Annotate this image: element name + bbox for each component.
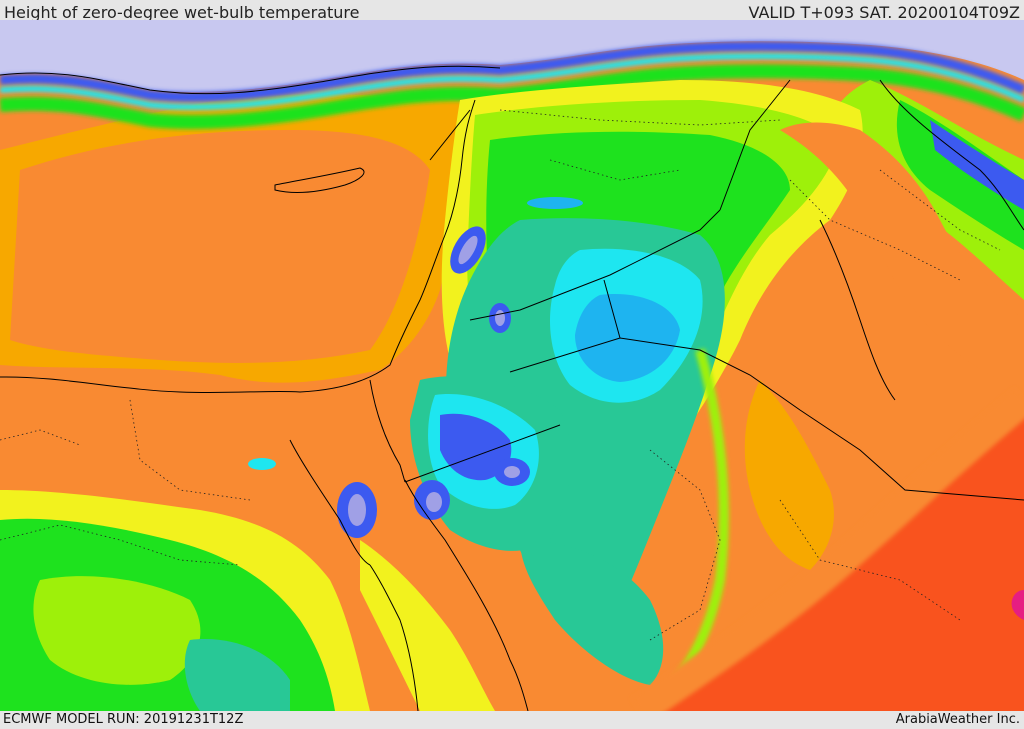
gulf-orange	[744, 380, 834, 570]
weather-map	[0, 20, 1024, 711]
negev-lavender-spot	[504, 466, 520, 478]
dotted-provincial-borders	[0, 109, 1001, 641]
valid-time: VALID T+093 SAT. 20200104T09Z	[748, 3, 1020, 22]
coastlines	[0, 65, 1024, 711]
egypt-lime-patches	[33, 576, 201, 685]
egypt-teal-patch	[184, 639, 290, 711]
north-pale-band	[0, 20, 1024, 92]
lebanon-lavender	[458, 235, 478, 265]
country-borders	[369, 79, 1024, 501]
zagros-blue	[930, 120, 1024, 210]
model-run-label: ECMWF MODEL RUN: 20191231T12Z	[3, 712, 244, 727]
saudi-teal	[520, 540, 664, 685]
red-sea-band	[360, 540, 495, 711]
zagros-green	[896, 100, 1024, 250]
map-title: Height of zero-degree wet-bulb temperatu…	[4, 3, 360, 22]
se-red-orange	[650, 410, 1024, 711]
syria-blue-streak	[527, 197, 583, 209]
magenta-edge	[1011, 590, 1024, 620]
sinai-south-lavender	[348, 494, 366, 526]
credit-label: ArabiaWeather Inc.	[895, 712, 1020, 727]
header-bar: Height of zero-degree wet-bulb temperatu…	[0, 0, 1024, 22]
hermon-lavender	[495, 310, 505, 326]
egypt-cyan-spot	[248, 458, 276, 470]
zagros-band	[830, 80, 1024, 300]
north-blue-band	[0, 41, 1024, 102]
jordan-sky	[575, 294, 680, 382]
footer-bar: ECMWF MODEL RUN: 20191231T12Z ArabiaWeat…	[0, 711, 1024, 729]
se-orange-band	[631, 388, 1024, 711]
eilat-lavender	[426, 492, 442, 512]
sea-inner-orange	[10, 130, 430, 363]
sinai-blue	[440, 413, 512, 481]
north-cyan-band	[0, 53, 1024, 110]
